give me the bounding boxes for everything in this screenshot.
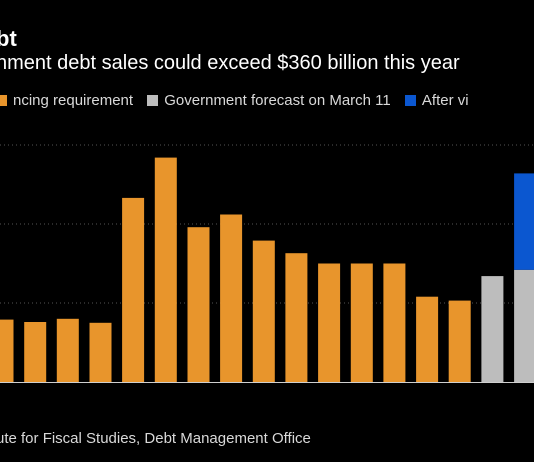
bar-requirement-0 bbox=[0, 319, 14, 382]
bar-requirement-14 bbox=[448, 300, 471, 382]
legend-item-after: After vi bbox=[404, 92, 469, 109]
legend-swatch-requirement bbox=[0, 95, 7, 106]
bar-requirement-11 bbox=[350, 263, 373, 382]
legend-label-forecast: Government forecast on March 11 bbox=[164, 92, 391, 109]
bar-requirement-1 bbox=[24, 322, 47, 382]
bar-requirement-13 bbox=[416, 296, 439, 382]
bar-requirement-3 bbox=[89, 322, 112, 383]
bar-requirement-12 bbox=[383, 263, 406, 382]
bar-requirement-5 bbox=[154, 157, 177, 382]
bar-after-16 bbox=[514, 173, 534, 270]
bar-requirement-9 bbox=[285, 253, 308, 382]
bar-requirement-2 bbox=[56, 318, 79, 382]
bar-requirement-4 bbox=[122, 197, 145, 382]
source-note: ute for Fiscal Studies, Debt Management … bbox=[0, 430, 311, 447]
bar-forecast-16 bbox=[514, 269, 534, 382]
bar-requirement-6 bbox=[187, 227, 210, 382]
legend-item-requirement: ncing requirement bbox=[0, 92, 133, 109]
bar-requirement-8 bbox=[252, 240, 275, 382]
bar-requirement-7 bbox=[220, 214, 243, 382]
legend-label-after: After vi bbox=[421, 92, 469, 109]
legend: ncing requirement Government forecast on… bbox=[0, 92, 479, 109]
bar-forecast-15 bbox=[481, 276, 504, 382]
legend-item-forecast: Government forecast on March 11 bbox=[147, 92, 391, 109]
legend-label-requirement: ncing requirement bbox=[13, 92, 134, 109]
chart-subtitle: nment debt sales could exceed $360 billi… bbox=[0, 52, 460, 74]
legend-swatch-forecast bbox=[147, 95, 159, 106]
chart-title: bt bbox=[0, 26, 17, 51]
legend-swatch-after bbox=[404, 95, 416, 106]
bar-requirement-10 bbox=[318, 263, 341, 382]
